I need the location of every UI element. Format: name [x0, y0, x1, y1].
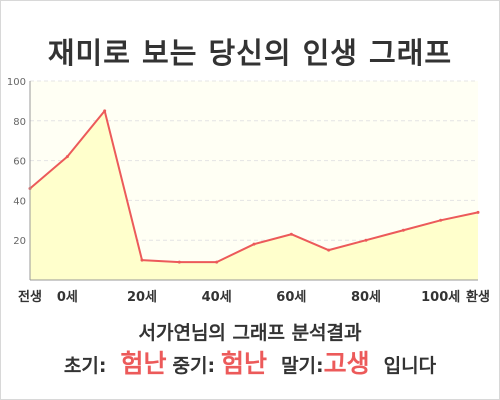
x-tick-label: 20세 — [127, 290, 157, 305]
data-point — [65, 155, 69, 159]
early-value: 험난 — [120, 349, 167, 378]
data-point — [177, 260, 181, 264]
data-point — [252, 242, 256, 246]
late-value: 고생 — [323, 349, 370, 378]
y-tick-label: 80 — [13, 117, 26, 128]
x-tick-label: 환생 — [466, 289, 490, 305]
series-area — [30, 110, 478, 280]
x-tick-label: 40세 — [202, 290, 232, 305]
x-tick-label: 60세 — [276, 290, 306, 305]
data-point — [140, 258, 144, 262]
data-points — [28, 109, 480, 264]
data-point — [364, 238, 368, 242]
data-point — [103, 109, 107, 113]
analysis-result: 초기: 험난 중기: 험난 말기:고생 입니다 — [0, 344, 500, 380]
y-tick-label: 60 — [13, 157, 26, 168]
data-point — [289, 232, 293, 236]
x-tick-label: 80세 — [351, 290, 381, 305]
data-point — [439, 218, 443, 222]
early-label: 초기: — [63, 355, 107, 377]
data-point — [215, 260, 219, 264]
data-point — [476, 210, 480, 214]
x-tick-label: 0세 — [57, 290, 78, 305]
middle-value: 험난 — [221, 349, 268, 378]
result-suffix: 입니다 — [383, 355, 437, 377]
x-tick-labels: 전생 0세 20세 40세 60세 80세 100세 환생 — [18, 289, 490, 305]
y-tick-label: 100 — [7, 77, 26, 88]
x-tick-label: 100세 — [421, 290, 460, 305]
late-label: 말기: — [281, 355, 324, 377]
middle-label: 중기: — [172, 355, 216, 377]
data-point — [401, 228, 405, 232]
y-tick-labels: 20 40 60 80 100 — [7, 77, 26, 247]
x-tick-label: 전생 — [18, 289, 42, 305]
y-tick-label: 40 — [13, 196, 26, 207]
data-point — [327, 248, 331, 252]
y-tick-label: 20 — [13, 236, 26, 247]
analysis-subtitle: 서가연님의 그래프 분석결과 — [138, 322, 362, 344]
chart-title: 재미로 보는 당신의 인생 그래프 — [47, 36, 453, 70]
